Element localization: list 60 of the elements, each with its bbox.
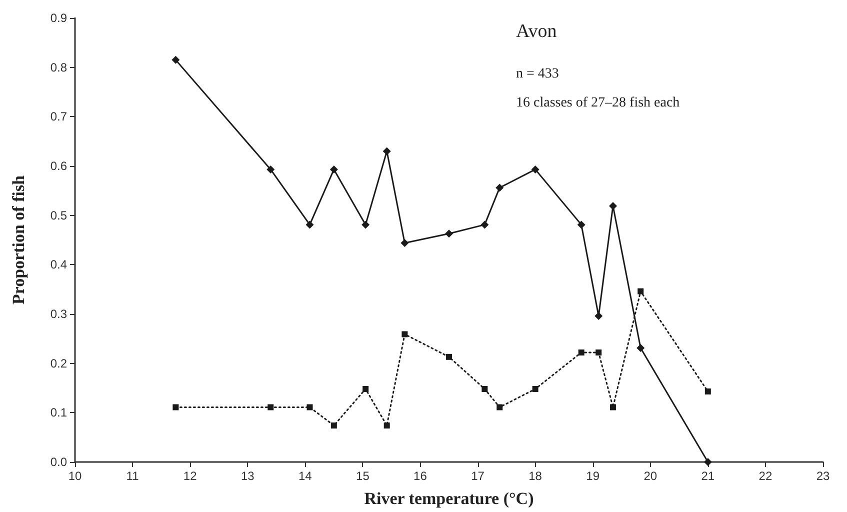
y-tick-label: 0.2 <box>50 356 68 370</box>
annotation: 16 classes of 27–28 fish each <box>516 96 680 110</box>
point <box>445 230 453 238</box>
point <box>266 165 275 174</box>
point <box>704 388 711 394</box>
point <box>362 386 369 392</box>
x-tick-label: 23 <box>816 469 830 483</box>
x-tick-label: 11 <box>126 469 140 483</box>
y-tick-label: 0.1 <box>50 406 68 420</box>
point <box>638 288 644 294</box>
x-tick-label: 18 <box>528 469 542 483</box>
x-tick-label: 21 <box>701 469 715 483</box>
y-tick-label: 0.4 <box>50 258 68 272</box>
point <box>330 422 337 428</box>
y-tick-label: 0.8 <box>50 60 68 74</box>
point <box>306 220 314 229</box>
x-tick-label: 10 <box>68 469 82 483</box>
point <box>496 404 503 410</box>
point <box>577 220 586 229</box>
point <box>172 56 180 64</box>
x-tick-label: 16 <box>414 469 428 483</box>
point <box>596 349 602 356</box>
x-tick-label: 15 <box>356 469 370 483</box>
point <box>268 404 274 410</box>
point <box>306 404 313 410</box>
y-tick-label: 0.5 <box>50 208 68 222</box>
x-tick-label: 12 <box>183 469 198 483</box>
point <box>482 386 488 392</box>
x-tick-label: 13 <box>240 469 255 483</box>
point <box>608 202 617 210</box>
point <box>636 344 645 352</box>
point <box>531 165 540 174</box>
x-tick-label: 14 <box>298 469 312 483</box>
x-tick-label: 19 <box>586 469 600 483</box>
x-tick-label: 20 <box>644 469 658 483</box>
point <box>578 349 584 356</box>
point <box>704 458 712 466</box>
y-axis-title: Proportion of fish <box>9 174 28 305</box>
annotation: n = 433 <box>516 66 559 82</box>
y-tick-label: 0.0 <box>50 455 68 469</box>
point <box>172 404 179 410</box>
y-tick-label: 0.9 <box>50 11 68 25</box>
point <box>610 404 616 410</box>
y-tick-label: 0.6 <box>50 159 68 173</box>
point <box>496 184 504 192</box>
point <box>382 147 391 156</box>
point <box>532 386 538 392</box>
point <box>362 220 370 229</box>
point <box>402 331 408 338</box>
y-tick-label: 0.3 <box>50 307 68 321</box>
point <box>330 165 338 174</box>
x-tick-label: 17 <box>471 469 485 483</box>
point <box>446 354 452 360</box>
point <box>384 422 390 428</box>
y-tick-label: 0.7 <box>50 110 68 124</box>
point <box>480 220 489 229</box>
point <box>400 238 409 247</box>
annotation: Avon <box>516 21 558 42</box>
x-tick-label: 22 <box>758 469 772 483</box>
x-axis-title: River temperature (°C) <box>364 489 534 508</box>
